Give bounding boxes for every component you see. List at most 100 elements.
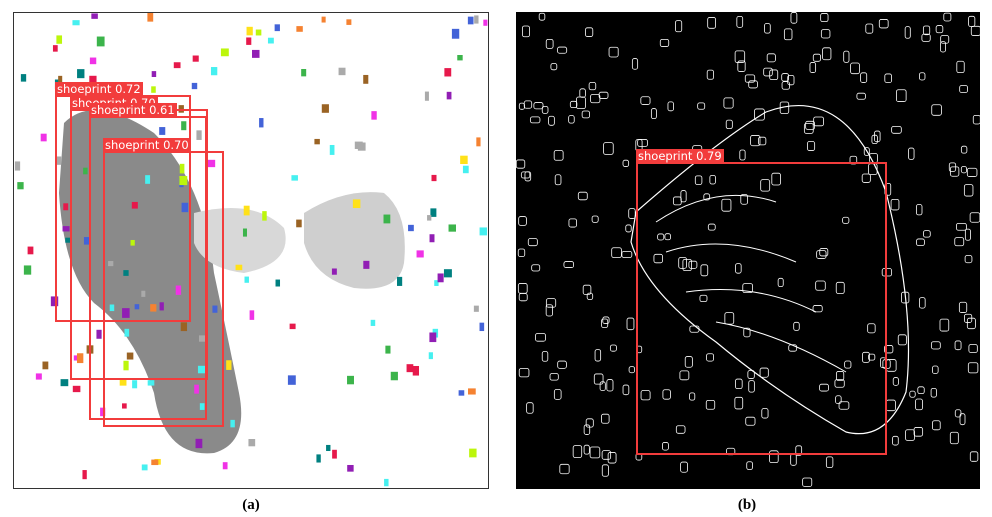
- noise-patch: [90, 58, 96, 65]
- noise-patch: [268, 38, 274, 44]
- noise-edge: [959, 302, 966, 312]
- noise-edge: [546, 299, 555, 308]
- noise-edge: [524, 101, 531, 108]
- noise-patch: [347, 465, 353, 472]
- noise-patch: [322, 17, 326, 23]
- noise-patch: [444, 68, 451, 76]
- noise-edge: [651, 109, 656, 119]
- noise-patch: [427, 215, 431, 221]
- noise-edge: [821, 30, 830, 38]
- noise-patch: [41, 134, 47, 142]
- noise-patch: [347, 376, 354, 384]
- noise-edge: [595, 350, 601, 361]
- detection-label: shoeprint 0.72: [55, 82, 143, 96]
- noise-edge: [551, 63, 557, 69]
- noise-edge: [603, 317, 609, 324]
- noise-edge: [887, 360, 897, 372]
- noise-edge: [708, 17, 716, 28]
- noise-patch: [384, 479, 388, 486]
- noise-patch: [463, 166, 469, 173]
- noise-edge: [518, 283, 527, 293]
- noise-patch: [330, 145, 335, 155]
- noise-patch: [276, 280, 280, 287]
- noise-edge: [923, 26, 929, 35]
- noise-edge: [758, 137, 765, 145]
- noise-patch: [77, 69, 84, 78]
- noise-edge: [914, 427, 923, 436]
- noise-edge: [844, 51, 849, 62]
- noise-patch: [407, 364, 414, 372]
- noise-edge: [558, 361, 567, 368]
- noise-patch: [97, 37, 105, 47]
- noise-edge: [623, 385, 629, 395]
- noise-edge: [960, 85, 968, 92]
- noise-edge: [898, 335, 906, 345]
- noise-edge: [782, 82, 789, 90]
- noise-patch: [256, 30, 262, 36]
- noise-patch: [476, 137, 480, 146]
- noise-edge: [612, 248, 622, 258]
- noise-edge: [955, 341, 961, 350]
- noise-edge: [528, 239, 537, 246]
- noise-patch: [193, 56, 199, 62]
- noise-edge: [968, 363, 978, 373]
- noise-patch: [314, 139, 319, 144]
- noise-patch: [384, 215, 391, 224]
- noise-edge: [591, 95, 600, 103]
- detection-label: shoeprint 0.79: [636, 149, 724, 163]
- noise-edge: [638, 139, 648, 146]
- noise-edge: [564, 262, 574, 268]
- noise-edge: [589, 82, 596, 89]
- noise-patch: [363, 261, 369, 269]
- noise-edge: [747, 462, 753, 470]
- noise-patch: [72, 20, 79, 25]
- noise-edge: [916, 399, 923, 410]
- noise-edge: [961, 146, 967, 153]
- noise-patch: [243, 229, 247, 237]
- noise-edge: [592, 216, 598, 222]
- noise-edge: [893, 436, 899, 445]
- noise-patch: [355, 142, 363, 149]
- noise-edge: [532, 265, 540, 271]
- noise-patch: [147, 13, 153, 22]
- noise-patch: [61, 379, 69, 386]
- noise-edge: [516, 160, 525, 168]
- noise-edge: [681, 462, 688, 472]
- noise-edge: [542, 351, 548, 361]
- noise-edge: [560, 464, 569, 473]
- noise-patch: [474, 15, 478, 23]
- noise-edge: [534, 103, 543, 109]
- noise-patch: [288, 375, 296, 384]
- noise-edge: [550, 373, 558, 380]
- noise-patch: [53, 45, 58, 52]
- noise-patch: [371, 320, 376, 326]
- noise-edge: [590, 447, 600, 458]
- noise-patch: [221, 48, 229, 56]
- noise-edge: [527, 403, 534, 414]
- noise-edge: [594, 374, 603, 384]
- noise-edge: [905, 430, 914, 441]
- noise-patch: [332, 450, 337, 459]
- noise-patch: [17, 182, 23, 189]
- noise-patch: [417, 250, 424, 257]
- noise-patch: [275, 24, 280, 31]
- noise-edge: [519, 368, 529, 376]
- noise-edge: [961, 166, 966, 172]
- noise-edge: [791, 454, 797, 465]
- noise-edge: [740, 150, 745, 160]
- noise-edge: [641, 97, 650, 105]
- noise-edge: [546, 39, 553, 48]
- noise-patch: [211, 67, 217, 75]
- panel-b-image: shoeprint 0.79: [516, 12, 980, 489]
- noise-patch: [262, 211, 266, 220]
- noise-edge: [770, 70, 778, 80]
- noise-edge: [944, 13, 951, 21]
- noise-patch: [483, 20, 487, 26]
- noise-patch: [21, 74, 26, 82]
- noise-edge: [814, 117, 824, 126]
- noise-edge: [891, 199, 899, 210]
- noise-patch: [474, 306, 479, 312]
- noise-patch: [236, 265, 243, 270]
- noise-patch: [332, 268, 337, 274]
- noise-patch: [196, 439, 203, 448]
